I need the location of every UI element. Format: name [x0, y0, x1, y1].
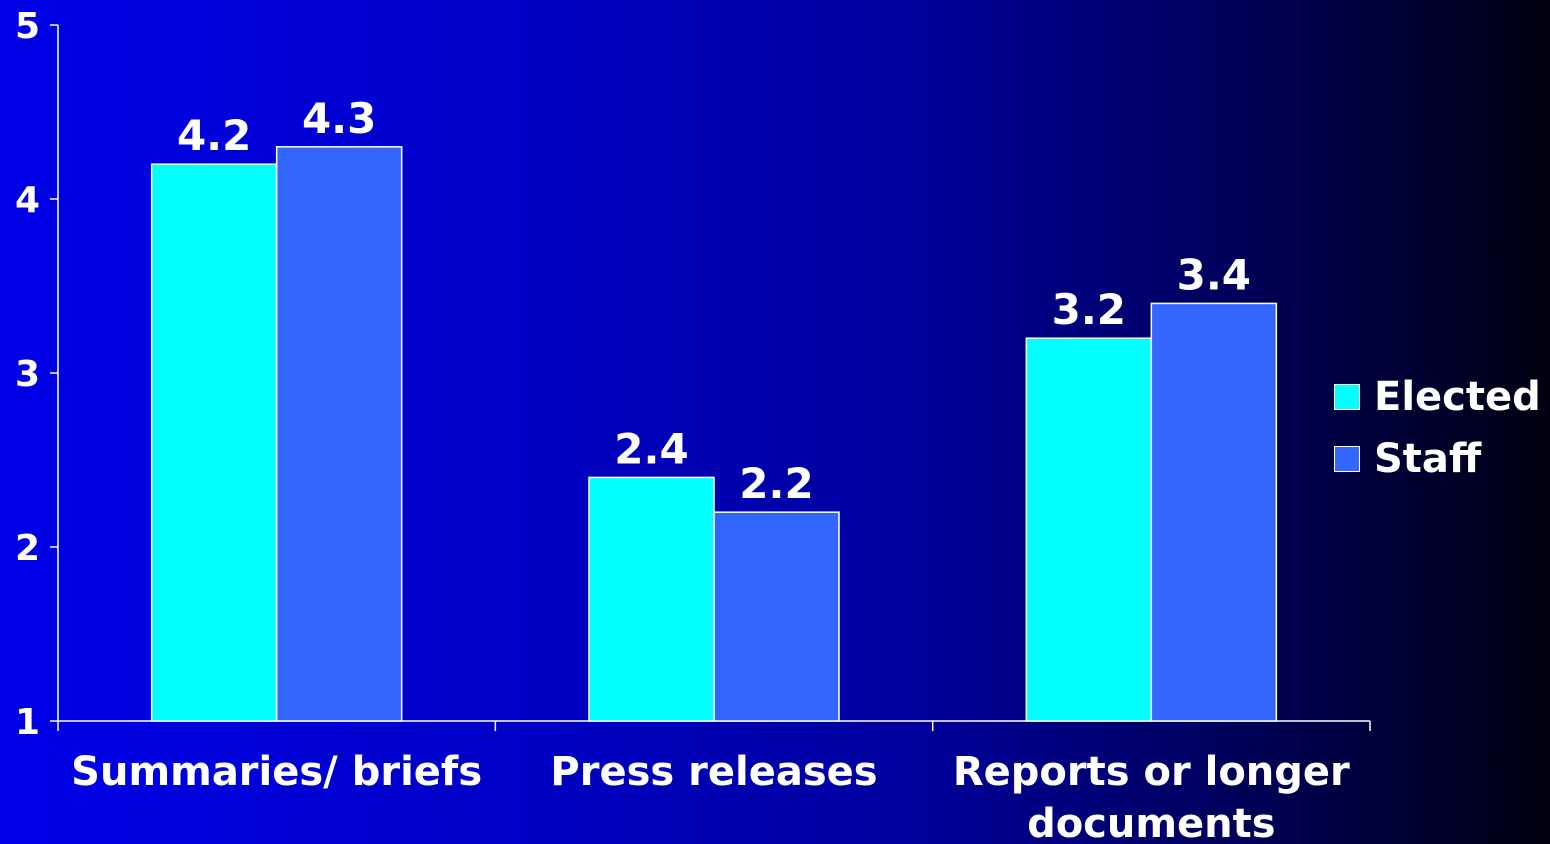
- bar-staff: [713, 511, 840, 722]
- bar-value-label: 2.4: [614, 424, 688, 473]
- y-tick-label: 5: [15, 6, 40, 47]
- y-tick-label: 2: [15, 528, 40, 569]
- legend-swatch-staff: [1334, 446, 1360, 472]
- bar-value-labels: 4.2 4.3 2.4 2.2 3.2 3.4: [177, 94, 1251, 508]
- bar-staff: [275, 146, 403, 722]
- x-category-label: Reports or longer: [953, 749, 1350, 795]
- legend-item-elected: Elected: [1334, 372, 1541, 422]
- bar-elected: [1025, 337, 1153, 722]
- legend-label-staff: Staff: [1374, 436, 1482, 482]
- y-tick-label: 3: [15, 354, 40, 395]
- legend-swatch-elected: [1334, 384, 1360, 410]
- bar-value-label: 4.3: [302, 94, 376, 143]
- x-category-label: Summaries/ briefs: [71, 749, 482, 795]
- bar-value-label: 3.2: [1052, 285, 1126, 334]
- bars: [150, 146, 1278, 722]
- bar-elected: [150, 163, 278, 722]
- x-category-label: Press releases: [550, 749, 877, 795]
- bar-staff: [1150, 302, 1278, 722]
- bar-value-label: 3.4: [1177, 250, 1251, 299]
- y-tick-label: 1: [15, 702, 40, 743]
- x-category-label: documents: [1027, 801, 1276, 844]
- x-axis: Summaries/ briefs Press releases Reports o…: [57, 720, 1371, 844]
- bar-value-label: 2.2: [739, 459, 813, 508]
- legend-label-elected: Elected: [1374, 374, 1541, 420]
- bar-elected: [588, 476, 715, 722]
- y-axis: 1 2 3 4 5: [15, 6, 59, 743]
- legend: Elected Staff: [1334, 372, 1541, 496]
- legend-item-staff: Staff: [1334, 434, 1541, 484]
- y-tick-label: 4: [15, 180, 40, 221]
- bar-value-label: 4.2: [177, 111, 251, 160]
